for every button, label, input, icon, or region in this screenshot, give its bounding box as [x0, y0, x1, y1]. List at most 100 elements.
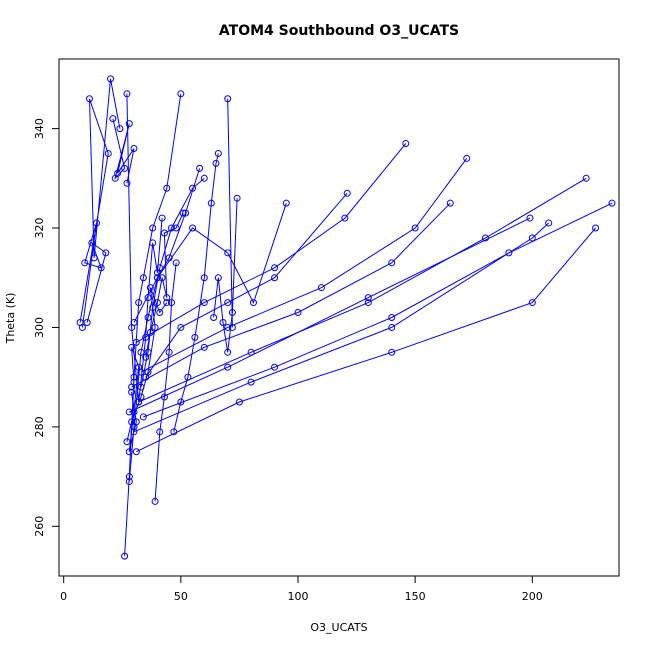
data-point: [92, 219, 100, 227]
series-line: [131, 287, 168, 423]
data-point: [163, 299, 171, 307]
data-point: [151, 497, 159, 505]
data-point: [249, 299, 257, 307]
x-tick-label: 50: [174, 590, 188, 603]
series-5: [121, 90, 185, 560]
data-point: [224, 348, 232, 356]
data-point: [224, 363, 232, 371]
data-point: [463, 154, 471, 162]
data-point: [364, 299, 372, 307]
data-point: [156, 309, 164, 317]
x-tick-label: 150: [405, 590, 426, 603]
series-line: [129, 217, 531, 413]
series-20: [132, 224, 600, 456]
data-point: [149, 224, 157, 232]
data-point: [582, 174, 590, 182]
series-line: [173, 153, 219, 432]
data-point: [505, 249, 513, 257]
data-point: [200, 299, 208, 307]
data-point: [271, 274, 279, 282]
data-point: [317, 284, 325, 292]
data-point: [191, 333, 199, 341]
data-point: [446, 199, 454, 207]
data-point: [200, 174, 208, 182]
data-point: [78, 323, 86, 331]
data-point: [121, 164, 129, 172]
data-point: [130, 428, 138, 436]
series-9: [210, 194, 241, 356]
data-point: [235, 398, 243, 406]
series-line: [213, 198, 238, 353]
x-tick-label: 200: [522, 590, 543, 603]
data-point: [104, 149, 112, 157]
data-point: [200, 274, 208, 282]
data-point: [130, 144, 138, 152]
data-point: [153, 299, 161, 307]
data-point: [388, 348, 396, 356]
series-17: [139, 199, 616, 421]
series-2: [78, 219, 110, 331]
data-point: [402, 140, 410, 148]
data-point: [128, 388, 136, 396]
data-point: [121, 552, 129, 560]
series-8: [170, 149, 222, 436]
data-point: [224, 95, 232, 103]
data-point: [144, 348, 152, 356]
data-point: [165, 348, 173, 356]
data-point: [128, 418, 136, 426]
data-point: [182, 209, 190, 217]
data-point: [156, 264, 164, 272]
data-point: [364, 294, 372, 302]
data-point: [160, 229, 168, 237]
data-point: [123, 179, 131, 187]
data-point: [146, 284, 154, 292]
data-point: [341, 214, 349, 222]
data-point: [116, 125, 124, 133]
data-point: [526, 214, 534, 222]
data-point: [88, 239, 96, 247]
data-point: [167, 299, 175, 307]
data-point: [200, 343, 208, 351]
data-point: [137, 383, 145, 391]
data-point: [224, 299, 232, 307]
data-point: [481, 234, 489, 242]
y-tick-label: 300: [33, 317, 46, 338]
series-line: [140, 177, 205, 388]
series-line: [138, 177, 587, 403]
data-point: [139, 413, 147, 421]
data-point: [125, 478, 133, 486]
data-point: [123, 90, 131, 98]
data-point: [294, 309, 302, 317]
series-line: [79, 78, 121, 323]
data-point: [163, 294, 171, 302]
data-point: [167, 224, 175, 232]
data-point: [224, 323, 232, 331]
data-point: [81, 259, 89, 267]
data-point: [125, 120, 133, 128]
data-point: [139, 274, 147, 282]
series-line: [124, 93, 182, 557]
data-point: [411, 224, 419, 232]
data-point: [282, 199, 290, 207]
data-point: [214, 149, 222, 157]
data-point: [97, 264, 105, 272]
data-point: [592, 224, 600, 232]
data-point: [388, 314, 396, 321]
data-point: [528, 299, 536, 307]
series-line: [143, 202, 613, 418]
series-line: [131, 202, 451, 388]
data-point: [343, 189, 351, 197]
x-tick-label: 100: [287, 590, 308, 603]
series-13: [132, 140, 410, 346]
data-point: [123, 438, 131, 446]
data-point: [158, 274, 166, 282]
series-line: [154, 262, 177, 502]
y-tick-label: 280: [33, 416, 46, 437]
data-point: [228, 323, 236, 331]
data-point: [135, 299, 143, 307]
data-point: [83, 318, 91, 326]
series-7: [151, 259, 180, 505]
data-point: [608, 199, 616, 207]
